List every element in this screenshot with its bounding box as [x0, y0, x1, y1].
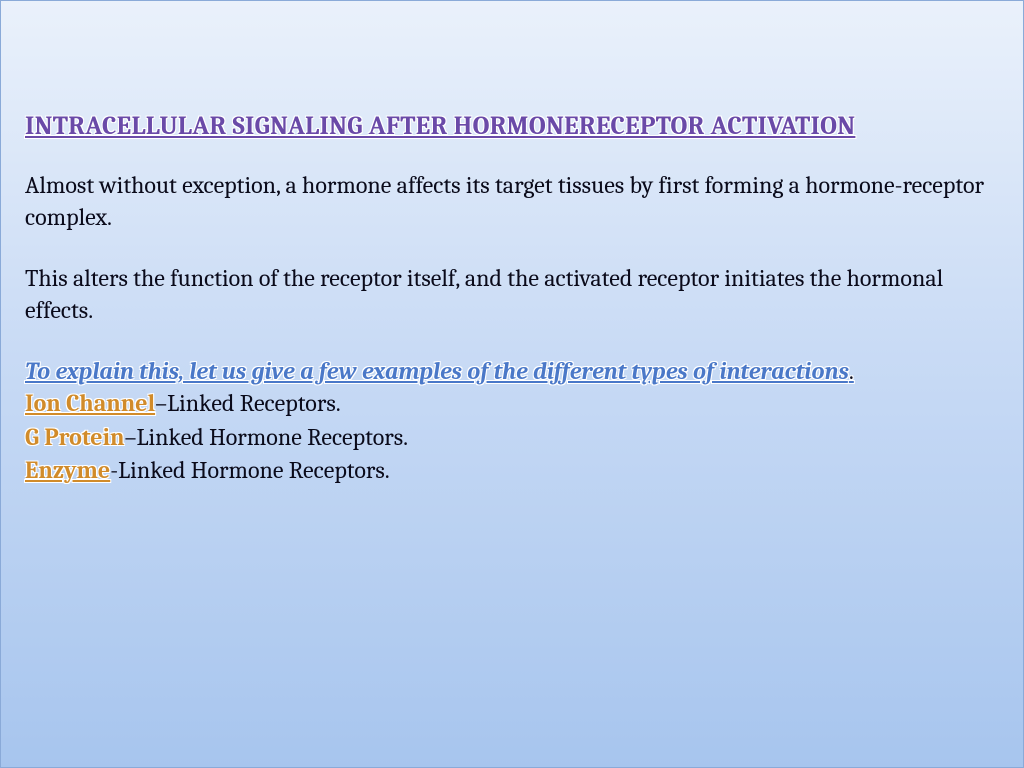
list-keyword: Ion Channel [25, 389, 155, 417]
list-item: G Protein–Linked Hormone Receptors. [25, 421, 1003, 455]
paragraph-1: Almost without exception, a hormone affe… [21, 169, 1003, 234]
paragraph-2: This alters the function of the receptor… [21, 262, 1003, 327]
list-item: Enzyme-Linked Hormone Receptors. [25, 454, 1003, 488]
subtitle: To explain this, let us give a few examp… [21, 355, 1003, 387]
list-item: Ion Channel–Linked Receptors. [25, 387, 1003, 421]
receptor-types-list: Ion Channel–Linked Receptors. G Protein–… [21, 387, 1003, 488]
subtitle-trailing-dot: . [849, 357, 854, 385]
list-rest: -Linked Hormone Receptors. [110, 456, 390, 484]
slide: INTRACELLULAR SIGNALING AFTER HORMONEREC… [0, 0, 1024, 768]
list-keyword: G Protein [25, 423, 124, 451]
list-rest: –Linked Receptors. [155, 389, 341, 417]
list-rest: –Linked Hormone Receptors. [124, 423, 408, 451]
subtitle-text: To explain this, let us give a few examp… [25, 357, 849, 385]
list-keyword: Enzyme [25, 456, 110, 484]
slide-title: INTRACELLULAR SIGNALING AFTER HORMONEREC… [21, 111, 1003, 141]
